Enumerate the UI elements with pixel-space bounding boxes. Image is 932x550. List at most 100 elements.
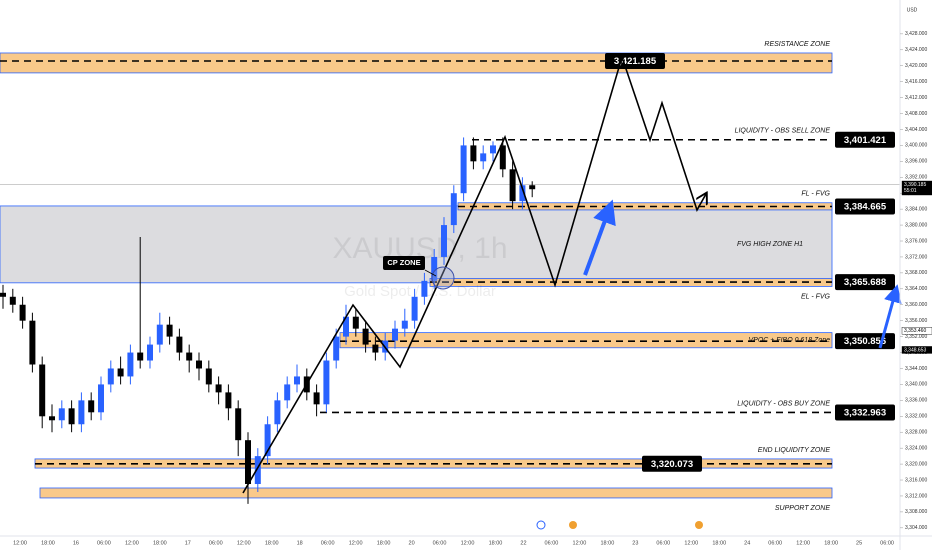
- candle-body: [0, 292, 6, 297]
- zone: [39, 487, 833, 499]
- zone-label: RESISTANCE ZONE: [764, 41, 830, 48]
- y-tick-label: 3,392.000: [905, 175, 927, 181]
- candle-body: [186, 352, 193, 361]
- candle-body: [225, 392, 232, 409]
- candle-body: [107, 368, 114, 385]
- candle-body: [499, 145, 506, 170]
- candle-body: [333, 336, 340, 361]
- candle-body: [9, 296, 16, 305]
- candle-body: [205, 368, 212, 385]
- watermark-name: Gold Spot / U.S. Dollar: [344, 283, 496, 300]
- zone: [0, 205, 833, 284]
- x-tick-label: 06:00: [768, 540, 782, 546]
- axis-price-label: 3,353.460: [904, 328, 926, 334]
- y-tick-label: 3,320.000: [905, 461, 927, 467]
- x-tick-label: 24: [744, 540, 750, 546]
- candle-body: [490, 145, 496, 154]
- candle-body: [166, 324, 173, 337]
- x-tick-label: 12:00: [573, 540, 587, 546]
- event-icon: [536, 520, 546, 530]
- y-tick-label: 3,308.000: [905, 509, 927, 515]
- x-tick-label: 06:00: [656, 540, 670, 546]
- candle-body: [156, 324, 163, 345]
- y-tick-label: 3,328.000: [905, 430, 927, 436]
- axis-price-tag: [901, 346, 932, 354]
- y-tick-label: 3,408.000: [905, 111, 927, 117]
- y-tick-label: 3,364.000: [905, 286, 927, 292]
- x-tick-label: 18:00: [824, 540, 838, 546]
- x-tick-label: 06:00: [321, 540, 335, 546]
- x-tick-label: 18:00: [377, 540, 391, 546]
- x-tick-label: 18:00: [265, 540, 279, 546]
- y-tick-label: 3,368.000: [905, 270, 927, 276]
- x-tick-label: 06:00: [433, 540, 447, 546]
- price-tag-label: 3,421.185: [614, 56, 657, 67]
- axis-price-label: 3,348.653: [904, 347, 926, 353]
- candle-body: [29, 320, 36, 365]
- event-icon: [695, 521, 703, 529]
- cp-zone-box: [383, 256, 425, 270]
- candle-body: [470, 145, 477, 162]
- candle-body: [274, 400, 281, 425]
- level-name: LIQUIDITY - OBS SELL ZONE: [735, 128, 831, 135]
- zone: [339, 332, 833, 349]
- price-tag: [835, 198, 895, 215]
- x-tick-label: 18:00: [600, 540, 614, 546]
- candle-body: [215, 384, 222, 393]
- countdown: 55:01: [904, 188, 917, 194]
- price-tag-label: 3,365.688: [844, 277, 886, 288]
- x-tick-label: 23: [632, 540, 638, 546]
- x-tick-label: 16: [73, 540, 79, 546]
- candle-body: [39, 364, 46, 417]
- y-tick-label: 3,428.000: [905, 31, 927, 37]
- x-tick-label: 06:00: [880, 540, 894, 546]
- x-tick-label: 18:00: [489, 540, 503, 546]
- candle-body: [88, 400, 95, 413]
- y-tick-label: 3,356.000: [905, 318, 927, 324]
- price-tag-label: 3,401.421: [844, 135, 887, 146]
- levels: 3,421.185 LIQUIDITY - OBS SELL ZONE 3,401.…: [0, 53, 900, 472]
- candle-body: [98, 384, 104, 413]
- price-tag: [642, 455, 702, 472]
- y-tick-label: 3,420.000: [905, 63, 927, 69]
- candle-body: [313, 392, 320, 405]
- x-tick-label: 22: [520, 540, 526, 546]
- zone-label: FL - FVG: [801, 191, 830, 198]
- y-tick-label: 3,416.000: [905, 79, 927, 85]
- blue-arrow: [583, 199, 616, 276]
- candle-body: [362, 328, 369, 345]
- y-tick-label: 3,332.000: [905, 414, 927, 420]
- candle-body: [441, 225, 447, 257]
- candle-body: [147, 344, 153, 361]
- candle-body: [19, 304, 26, 321]
- price-tag: [835, 131, 895, 148]
- candle-body: [264, 424, 271, 457]
- y-tick-label: 3,376.000: [905, 238, 927, 244]
- axis-price-tag: [901, 180, 932, 196]
- y-tick-label: 3,344.000: [905, 366, 927, 372]
- level-name: LIQUIDITY - OBS BUY ZONE: [737, 400, 830, 407]
- candle-body: [450, 193, 457, 226]
- y-tick-label: 3,336.000: [905, 398, 927, 404]
- x-tick-label: 06:00: [97, 540, 111, 546]
- zone-label: END LIQUIDITY ZONE: [758, 447, 831, 454]
- zone: [0, 52, 833, 74]
- y-tick-label: 3,340.000: [905, 382, 927, 388]
- x-tick-label: 12:00: [461, 540, 475, 546]
- candle-body: [323, 360, 330, 405]
- price-tag-label: 3,350.856: [844, 336, 886, 347]
- y-tick-label: 3,360.000: [905, 302, 927, 308]
- x-tick-label: 25: [856, 540, 862, 546]
- price-tag-label: 3,320.073: [651, 459, 693, 470]
- candle-body: [509, 169, 516, 202]
- candle-body: [117, 368, 124, 377]
- price-tag: [835, 274, 895, 291]
- axis-price-tag: [901, 327, 932, 335]
- cp-zone-label: CP ZONE: [387, 258, 420, 267]
- price-tag: [835, 404, 895, 421]
- candles: [0, 137, 536, 504]
- y-tick-label: 3,412.000: [905, 95, 927, 101]
- candle-body: [401, 320, 408, 329]
- y-tick-label: 3,316.000: [905, 477, 927, 483]
